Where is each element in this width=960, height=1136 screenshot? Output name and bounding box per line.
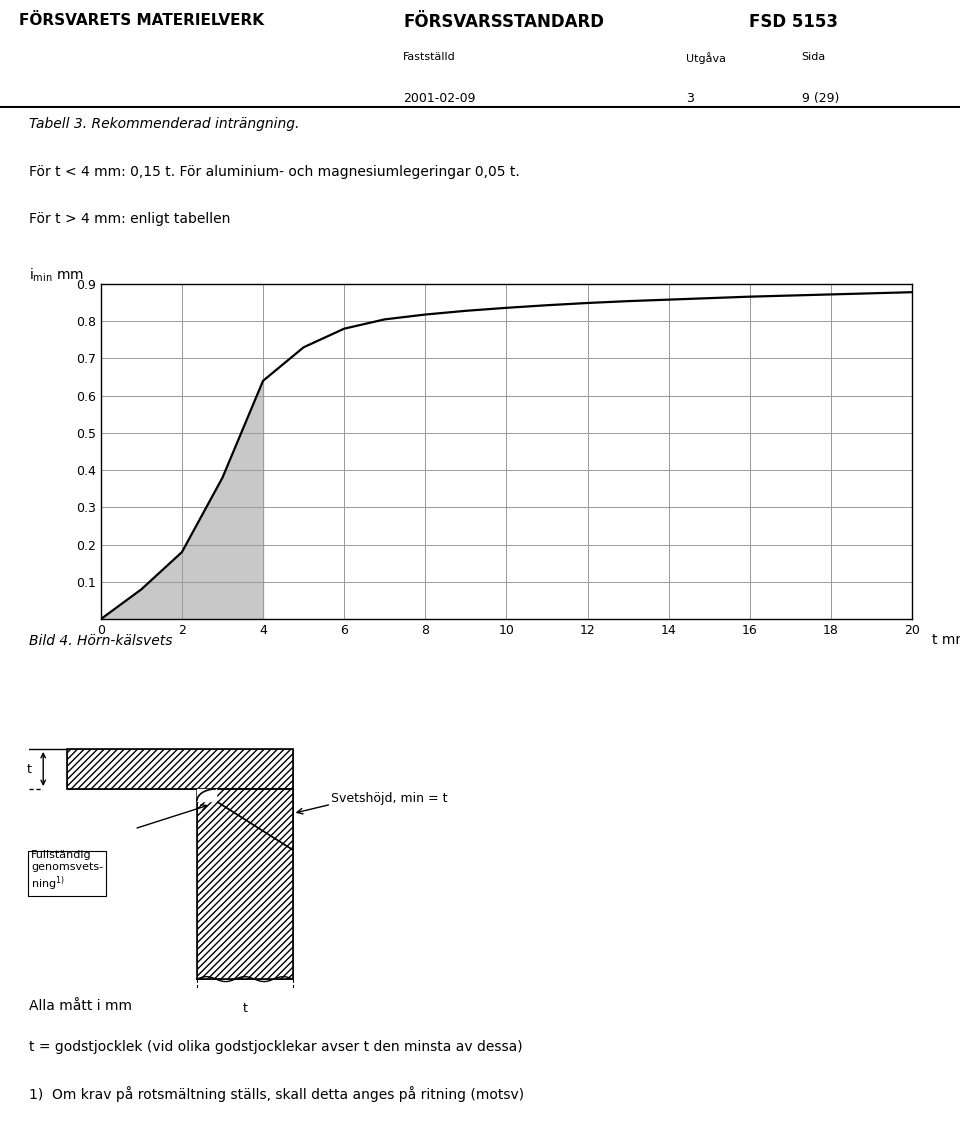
Text: Utgåva: Utgåva bbox=[686, 52, 727, 64]
Text: 1)  Om krav på rotsmältning ställs, skall detta anges på ritning (motsv): 1) Om krav på rotsmältning ställs, skall… bbox=[29, 1086, 524, 1102]
Text: 3: 3 bbox=[686, 92, 694, 105]
Text: Sida: Sida bbox=[802, 52, 826, 61]
Text: Svetshöjd, min = t: Svetshöjd, min = t bbox=[331, 792, 447, 804]
Text: t: t bbox=[26, 762, 32, 776]
Text: Fastställd: Fastställd bbox=[403, 52, 456, 61]
Text: FSD 5153: FSD 5153 bbox=[749, 12, 838, 31]
Text: 9 (29): 9 (29) bbox=[802, 92, 839, 105]
Text: FÖRSVARETS MATERIELVERK: FÖRSVARETS MATERIELVERK bbox=[19, 12, 264, 28]
Polygon shape bbox=[197, 788, 216, 801]
Text: Bild 4. Hörn-kälsvets: Bild 4. Hörn-kälsvets bbox=[29, 634, 172, 649]
Text: t: t bbox=[242, 1002, 248, 1016]
Text: Tabell 3. Rekommenderad inträngning.: Tabell 3. Rekommenderad inträngning. bbox=[29, 117, 300, 131]
Polygon shape bbox=[197, 788, 293, 979]
Text: För t > 4 mm: enligt tabellen: För t > 4 mm: enligt tabellen bbox=[29, 212, 230, 226]
Text: Fullständig
genomsvets-
ning$^{1)}$: Fullständig genomsvets- ning$^{1)}$ bbox=[31, 850, 104, 893]
Text: 2001-02-09: 2001-02-09 bbox=[403, 92, 476, 105]
Text: Alla mått i mm: Alla mått i mm bbox=[29, 1000, 132, 1013]
Polygon shape bbox=[67, 749, 293, 788]
Polygon shape bbox=[197, 788, 293, 850]
Text: För t < 4 mm: 0,15 t. För aluminium- och magnesiumlegeringar 0,05 t.: För t < 4 mm: 0,15 t. För aluminium- och… bbox=[29, 165, 519, 178]
Text: t mm: t mm bbox=[932, 633, 960, 646]
Text: t = godstjocklek (vid olika godstjocklekar avser t den minsta av dessa): t = godstjocklek (vid olika godstjocklek… bbox=[29, 1041, 522, 1054]
Text: i$_{\mathregular{min}}$ mm: i$_{\mathregular{min}}$ mm bbox=[29, 267, 84, 284]
Text: FÖRSVARSSTANDARD: FÖRSVARSSTANDARD bbox=[403, 12, 604, 31]
